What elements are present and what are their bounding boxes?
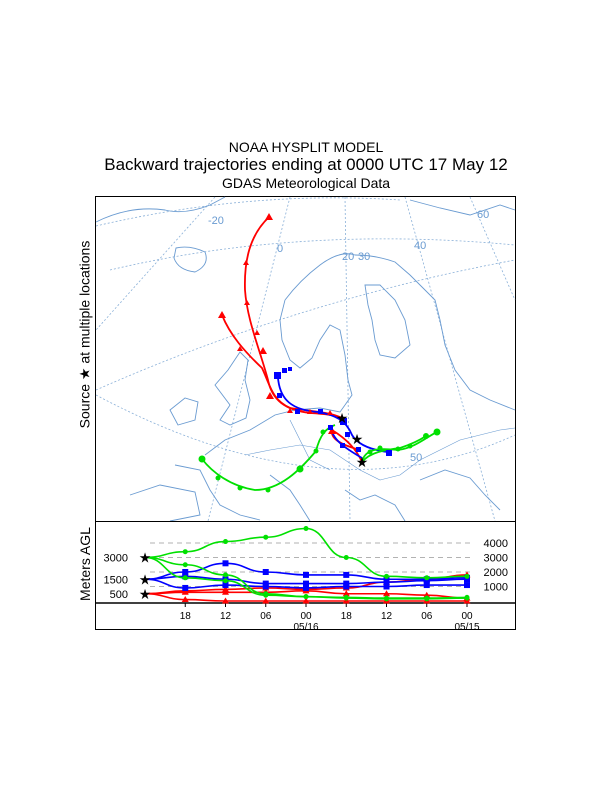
data-point — [423, 582, 430, 589]
data-point — [182, 549, 188, 555]
y-tick-label: 1000 — [484, 582, 508, 594]
coastlines — [95, 196, 516, 522]
blue-markers — [274, 367, 392, 456]
trajectory-markers: ★ ★ ★ — [198, 213, 441, 493]
data-point — [303, 526, 309, 531]
star-icon: ★ — [336, 410, 349, 426]
start-height-label: 3000 — [104, 553, 128, 565]
data-point — [383, 583, 390, 590]
x-tick-label: 12 — [220, 611, 232, 622]
map-panel: -20 0 20 30 40 60 50 — [95, 196, 516, 522]
lon-label: 40 — [414, 240, 426, 252]
data-point — [181, 588, 189, 595]
data-point — [424, 575, 430, 581]
data-point — [262, 569, 269, 575]
data-point — [222, 597, 229, 604]
data-point — [263, 534, 269, 540]
start-height-label: 500 — [110, 589, 128, 601]
x-tick-date: 05/15 — [454, 622, 479, 633]
data-point — [464, 576, 470, 583]
star-icon: ★ — [356, 454, 369, 470]
x-tick-label: 18 — [180, 611, 192, 622]
data-point — [464, 582, 470, 589]
data-point — [343, 594, 349, 600]
lon-label: 0 — [277, 243, 283, 255]
data-point — [383, 579, 390, 586]
x-tick-label: 00 — [461, 611, 473, 622]
data-point — [182, 562, 188, 568]
data-point — [303, 584, 309, 591]
x-tick-label: 12 — [381, 611, 393, 622]
data-point — [423, 591, 431, 598]
data-point — [222, 588, 229, 595]
lon-label: 20 — [342, 251, 354, 263]
trajectory-blue-a — [277, 377, 389, 453]
x-tick-label: 00 — [300, 611, 312, 622]
data-point — [303, 594, 309, 600]
data-point — [182, 575, 188, 581]
data-point — [262, 597, 270, 604]
star-icon: ★ — [139, 550, 152, 566]
source-stars: ★ ★ ★ — [336, 410, 369, 470]
chart-title: Backward trajectories ending at 0000 UTC… — [104, 155, 508, 174]
data-point — [384, 573, 389, 579]
data-point — [343, 555, 349, 560]
data-point — [263, 592, 269, 598]
data-point — [182, 569, 189, 575]
start-height-label: 1500 — [104, 574, 128, 586]
data-point — [302, 597, 310, 604]
height-ticks: 4000 3000 2000 1000 — [484, 538, 508, 594]
data-point — [223, 572, 228, 578]
data-point — [343, 571, 350, 578]
data-point — [383, 590, 390, 597]
data-point — [464, 594, 470, 600]
data-point — [182, 584, 189, 591]
red-markers — [218, 213, 336, 434]
star-icon: ★ — [351, 431, 364, 447]
y-tick-label: 2000 — [484, 567, 508, 579]
data-point — [223, 578, 228, 584]
star-icon: ★ — [139, 586, 152, 602]
y-tick-label: 3000 — [484, 553, 508, 565]
series-line-green-a — [144, 527, 468, 579]
data-point — [343, 583, 350, 590]
data-point — [223, 539, 228, 545]
data-point — [384, 595, 389, 601]
data-point — [181, 596, 189, 603]
height-series — [144, 526, 471, 604]
lon-label: -20 — [208, 215, 224, 227]
data-point — [342, 590, 350, 597]
lon-label: 30 — [358, 251, 370, 263]
data-point — [222, 582, 229, 589]
data-point — [464, 573, 470, 579]
star-icon: ★ — [139, 571, 152, 587]
x-tick-label: 18 — [341, 611, 353, 622]
data-point — [424, 595, 430, 601]
data-point — [423, 577, 430, 584]
y-tick-label: 4000 — [484, 538, 508, 550]
data-point — [303, 580, 309, 587]
x-tick-date: 05/16 — [293, 622, 318, 633]
data-point — [303, 571, 309, 578]
x-tick-label: 06 — [260, 611, 272, 622]
model-name: NOAA HYSPLIT MODEL — [228, 139, 384, 155]
data-point — [262, 583, 269, 590]
start-heights: 3000 ★ 1500 ★ 500 ★ — [104, 550, 152, 602]
x-tick-label: 06 — [421, 611, 433, 622]
graticule — [95, 196, 516, 522]
chart-subtitle: GDAS Meteorological Data — [221, 175, 391, 191]
lat-label: 50 — [410, 452, 422, 464]
green-markers — [198, 428, 441, 493]
data-point — [222, 560, 229, 567]
